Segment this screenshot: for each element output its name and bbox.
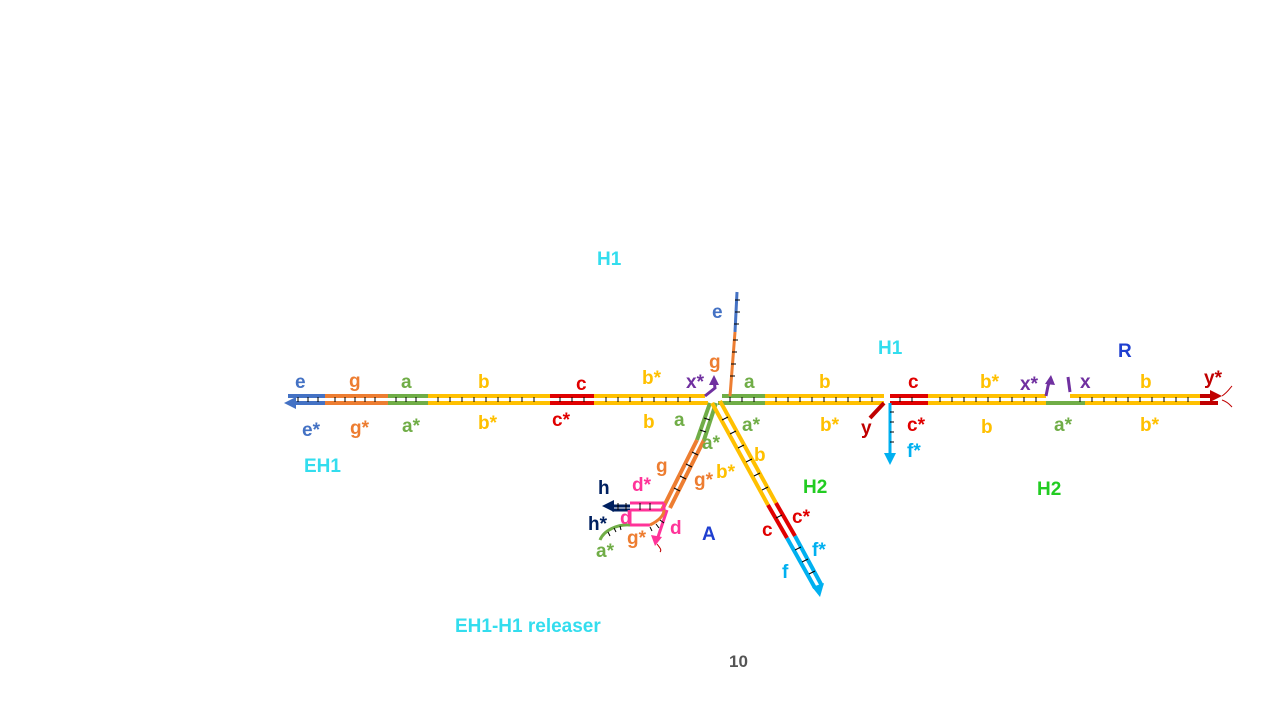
label-mid-y: y <box>861 418 872 439</box>
label-R: R <box>1118 341 1132 362</box>
label-g: g <box>349 371 361 392</box>
label-bstar: b* <box>642 368 662 389</box>
label-right-b2: b <box>1140 372 1152 393</box>
label-mid-a: a <box>674 410 685 431</box>
base-pair-ticks <box>297 397 1189 402</box>
label-e: e <box>295 372 306 393</box>
label-arm-b: b <box>754 445 766 466</box>
label-EH1: EH1 <box>304 456 341 477</box>
releaser-complex <box>598 500 669 553</box>
x-hooks-right <box>1044 375 1072 397</box>
label-rel-dstar: d* <box>632 475 652 496</box>
label-rel-d2: d <box>670 518 682 539</box>
label-arm-fstar: f* <box>812 540 826 561</box>
label-A: A <box>702 524 716 545</box>
label-right-ystar: y* <box>1204 368 1223 389</box>
label-mid-b2: b <box>981 417 993 438</box>
y-hook-fstar-arrow <box>868 401 896 465</box>
arrowhead-ystar <box>1210 390 1222 402</box>
label-rel-astar: a* <box>596 541 615 562</box>
label-stem-g: g <box>709 352 721 373</box>
label-xstar: x* <box>686 372 705 393</box>
label-c: c <box>576 374 587 395</box>
label-rel-hstar: h* <box>588 514 608 535</box>
label-releaser: EH1-H1 releaser <box>455 616 601 637</box>
label-rel-d: d <box>620 508 632 529</box>
page-number: 10 <box>729 652 748 671</box>
label-right-x: x <box>1080 372 1091 393</box>
right-arm-bcf <box>710 400 824 597</box>
label-bstar-bottom: b* <box>478 413 498 434</box>
label-arm-f: f <box>782 562 789 583</box>
label-estar: e* <box>302 420 321 441</box>
complex-labels: H1 H1 R EH1 H2 H2 A EH1-H1 releaser 10 <box>304 249 1132 671</box>
label-H2-right: H2 <box>1037 479 1061 500</box>
strand-end-curl <box>1221 385 1233 408</box>
label-right-a: a <box>744 372 755 393</box>
left-arm-ag <box>660 402 718 511</box>
label-mid-cstar: c* <box>907 415 926 436</box>
label-H1-top: H1 <box>597 249 622 270</box>
domain-labels: e g a b c b* x* e g a b c b* x* x b y* e… <box>295 302 1223 583</box>
label-gstar: g* <box>350 418 370 439</box>
label-mid-fstar: f* <box>907 441 921 462</box>
label-mid-bstar3: b* <box>1140 415 1160 436</box>
label-H1-right: H1 <box>878 338 903 359</box>
label-right-c: c <box>908 372 919 393</box>
label-mid-bstar2: b* <box>820 415 840 436</box>
label-stem-e: e <box>712 302 723 323</box>
label-mid-astar2: a* <box>1054 415 1073 436</box>
label-b: b <box>478 372 490 393</box>
label-right-bstar: b* <box>980 372 1000 393</box>
label-arm-bstar: b* <box>716 462 736 483</box>
arrowhead-estar <box>284 397 296 409</box>
main-duplex <box>284 375 1233 409</box>
label-arm-gstar: g* <box>694 470 714 491</box>
label-arm-g: g <box>656 456 668 477</box>
vertical-stem-eg <box>728 291 740 397</box>
label-H2-mid: H2 <box>803 477 827 498</box>
label-rel-h: h <box>598 478 610 499</box>
label-arm-c: c <box>762 520 773 541</box>
arrowhead-xstar <box>709 375 719 385</box>
label-b-bottom: b <box>643 412 655 433</box>
label-arm-astar: a* <box>702 433 721 454</box>
label-a: a <box>401 372 412 393</box>
label-mid-astar: a* <box>742 415 761 436</box>
label-astar: a* <box>402 416 421 437</box>
label-rel-gstar: g* <box>627 528 647 549</box>
label-right-xstar: x* <box>1020 374 1039 395</box>
label-arm-cstar: c* <box>792 507 811 528</box>
label-right-b: b <box>819 372 831 393</box>
label-cstar: c* <box>552 410 571 431</box>
